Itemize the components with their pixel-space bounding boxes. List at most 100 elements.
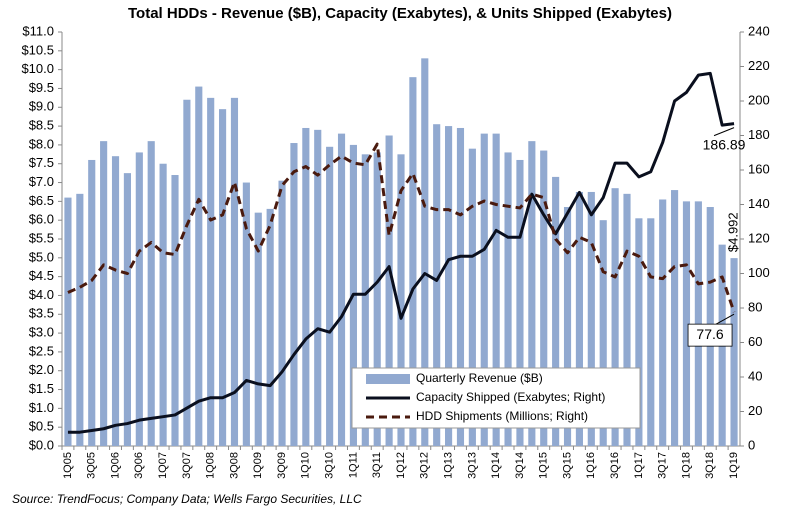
bar [445,126,453,446]
bar [671,190,679,446]
x-tick-label: 1Q07 [157,452,169,479]
value-label: $4.992 [725,212,740,252]
y-tick-label: $3.5 [29,306,54,321]
bar [659,199,667,446]
bar [254,212,262,446]
bar [219,109,227,447]
legend-label: Capacity Shipped (Exabytes; Right) [416,390,605,404]
bar [159,163,167,446]
y2-tick-label: 20 [748,403,762,418]
value-label: 77.6 [696,326,723,342]
bar [516,159,524,447]
bar [337,133,346,447]
bar [635,218,643,446]
bar [183,99,191,446]
x-tick-label: 3Q05 [86,452,98,479]
x-tick-label: 1Q18 [680,452,692,479]
line [67,71,735,434]
y2-tick-label: 160 [748,161,770,176]
x-tick-label: 1Q05 [62,452,74,479]
y2-tick-label: 140 [748,196,770,211]
y2-tick-label: 220 [748,58,770,73]
bar [278,180,286,446]
bar [480,133,488,447]
x-tick-label: 3Q08 [228,452,240,479]
legend-label: HDD Shipments (Millions; Right) [416,409,588,423]
bar [100,141,108,447]
bar [575,191,583,446]
bar [587,191,595,446]
bar [385,135,393,446]
bar [195,86,203,446]
bar [682,201,691,446]
bar [242,182,250,446]
bar [290,143,298,446]
y-tick-label: $1.5 [29,381,54,396]
y-tick-label: $1.0 [29,400,54,415]
legend-label: Quarterly Revenue ($B) [416,371,543,385]
x-tick-label: 3Q12 [419,452,431,479]
label-box [687,323,733,347]
y-tick-label: $7.5 [29,155,54,170]
y-tick-label: $7.0 [29,174,54,189]
y-tick-label: $11.0 [22,23,54,38]
x-tick-label: 3Q16 [609,452,621,479]
bar [207,97,215,446]
y-tick-label: $0.5 [29,419,54,434]
leader-line [715,313,735,325]
x-tick-label: 1Q11 [347,452,359,478]
y-tick-label: $0.0 [29,437,54,452]
y-tick-label: $6.0 [29,212,54,227]
x-tick-label: 1Q19 [728,452,740,479]
chart-title: Total HDDs - Revenue ($B), Capacity (Exa… [128,5,672,22]
x-tick-label: 3Q13 [466,452,478,479]
x-tick-label: 1Q12 [395,452,407,479]
y-tick-label: $2.0 [29,362,54,377]
bar [397,154,405,446]
bar [552,176,560,446]
y-tick-label: $8.0 [29,136,54,151]
bar [730,258,738,446]
x-tick-label: 1Q13 [442,452,454,479]
bar [528,141,536,447]
x-tick-label: 1Q14 [490,452,502,479]
bar [361,154,369,446]
bar [326,146,334,447]
x-tick-label: 3Q06 [133,452,145,479]
y-tick-label: $9.5 [29,80,54,95]
bar [230,97,239,446]
bar [694,201,702,446]
bar [409,77,417,446]
bar [314,129,322,446]
bar [623,193,631,446]
bar [266,208,274,446]
y-tick-label: $8.5 [29,118,54,133]
bar [64,197,72,446]
bar [135,152,143,446]
y2-tick-label: 40 [748,368,762,383]
bar [492,133,500,447]
x-tick-label: 3Q10 [324,452,336,479]
x-tick-label: 1Q09 [252,452,264,479]
y-tick-label: $5.0 [29,249,54,264]
y-tick-label: $4.0 [29,287,54,302]
bar [563,207,572,446]
bar [421,58,429,446]
x-tick-label: 1Q06 [109,452,121,479]
bar [302,127,310,447]
bar [599,220,607,446]
x-tick-label: 3Q14 [514,452,526,479]
bar [88,159,96,447]
y2-tick-label: 100 [748,265,770,280]
bar [433,124,441,446]
x-tick-label: 3Q09 [276,452,288,479]
x-tick-label: 3Q17 [657,452,669,479]
y-tick-label: $5.5 [29,230,54,245]
bar [111,156,120,446]
x-tick-label: 1Q10 [300,452,312,479]
bar [123,173,131,447]
y2-tick-label: 120 [748,230,770,245]
x-tick-label: 3Q07 [181,452,193,479]
bar [611,188,619,446]
